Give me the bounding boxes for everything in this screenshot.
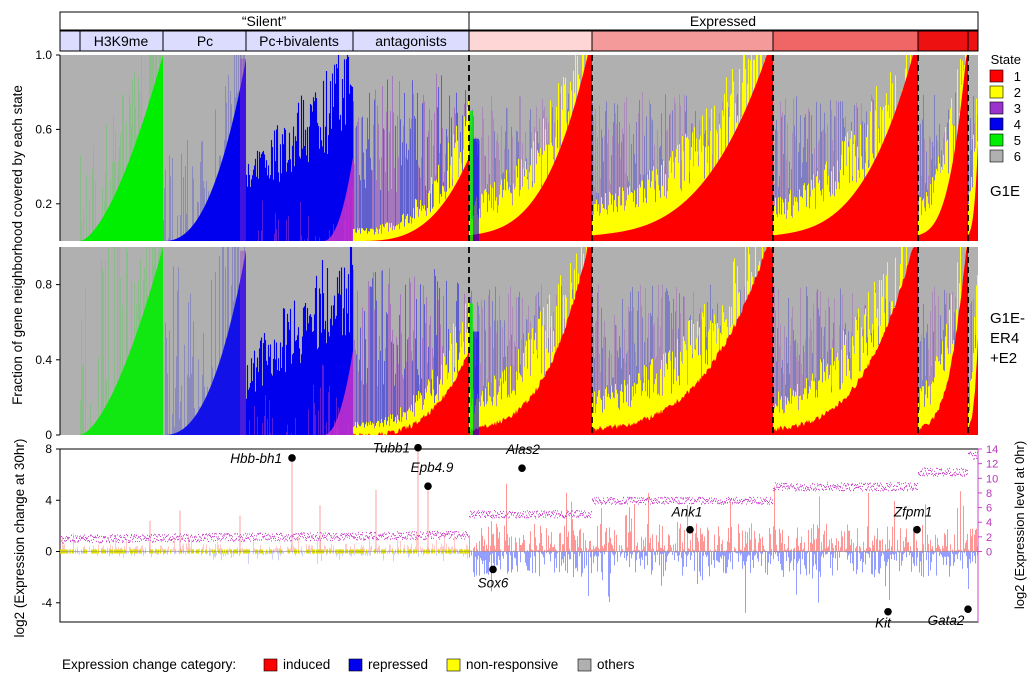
expressed-group-box-3 bbox=[772, 30, 919, 52]
expressed-group-box-1 bbox=[468, 30, 593, 52]
area-red-8 bbox=[918, 247, 968, 435]
area-red-6 bbox=[592, 55, 773, 241]
expressed-header-box bbox=[468, 11, 979, 31]
header: “Silent” Expressed H3K9me Pc Pc+bivalent… bbox=[59, 11, 979, 52]
area-pc-purple bbox=[240, 250, 246, 435]
ytick-label: 0.4 bbox=[35, 353, 52, 367]
area-pc-2 bbox=[163, 250, 246, 435]
ytick-label: 0.8 bbox=[35, 278, 52, 292]
area-blue-sliver bbox=[473, 138, 479, 241]
area-red-9 bbox=[968, 142, 978, 241]
ytick-label: 0 bbox=[45, 428, 52, 442]
area-green-sliver bbox=[470, 303, 473, 435]
area-green-1 bbox=[80, 247, 163, 435]
area-red-9 bbox=[968, 337, 978, 435]
area-red-7 bbox=[773, 247, 918, 435]
expressed-group-box-4 bbox=[917, 30, 969, 52]
silent-group-label-pc: Pc bbox=[197, 33, 213, 49]
panel-g1e: 1.0 0.6 0.2 bbox=[35, 48, 978, 241]
panel-expression-content bbox=[60, 449, 978, 613]
area-red-5 bbox=[469, 55, 592, 241]
silent-group-box-0 bbox=[59, 30, 81, 52]
expressed-group-box-5 bbox=[967, 30, 979, 52]
panel-er4: 0.8 0.4 0 bbox=[35, 247, 978, 442]
panel-er4-areas bbox=[80, 247, 978, 435]
area-green-1 bbox=[80, 55, 163, 241]
area-red-4 bbox=[353, 157, 469, 241]
silent-group-label-antagonists: antagonists bbox=[375, 33, 447, 49]
ytick-label: 0.6 bbox=[35, 122, 52, 136]
area-green-sliver bbox=[470, 110, 473, 241]
panel-g1e-dividers bbox=[468, 55, 969, 241]
silent-group-label-pc-bivalents: Pc+bivalents bbox=[259, 33, 339, 49]
panel-g1e-ticks: 1.0 0.6 0.2 bbox=[35, 48, 60, 211]
area-red-7 bbox=[773, 55, 918, 241]
panel-expression-frame bbox=[59, 448, 979, 623]
panel-g1e-areas bbox=[80, 55, 978, 241]
area-pc-purple bbox=[240, 58, 246, 241]
expressed-group-box-2 bbox=[591, 30, 774, 52]
area-pc-2 bbox=[163, 58, 246, 241]
area-red-6 bbox=[592, 247, 773, 435]
area-biv-purple bbox=[323, 350, 353, 435]
area-red-8 bbox=[918, 55, 968, 241]
ytick-label: 0.2 bbox=[35, 197, 52, 211]
ytick-label: 1.0 bbox=[35, 48, 52, 62]
panel-er4-ticks: 0.8 0.4 0 bbox=[35, 278, 60, 442]
silent-header-label: “Silent” bbox=[242, 13, 287, 29]
expressed-header-label: Expressed bbox=[690, 13, 756, 29]
area-red-4 bbox=[353, 351, 469, 435]
area-red-5 bbox=[469, 247, 592, 435]
panel-er4-dividers bbox=[468, 247, 969, 435]
silent-group-label-h3k9me: H3K9me bbox=[94, 33, 149, 49]
area-blue-sliver bbox=[473, 331, 479, 435]
area-biv-purple bbox=[323, 157, 353, 241]
